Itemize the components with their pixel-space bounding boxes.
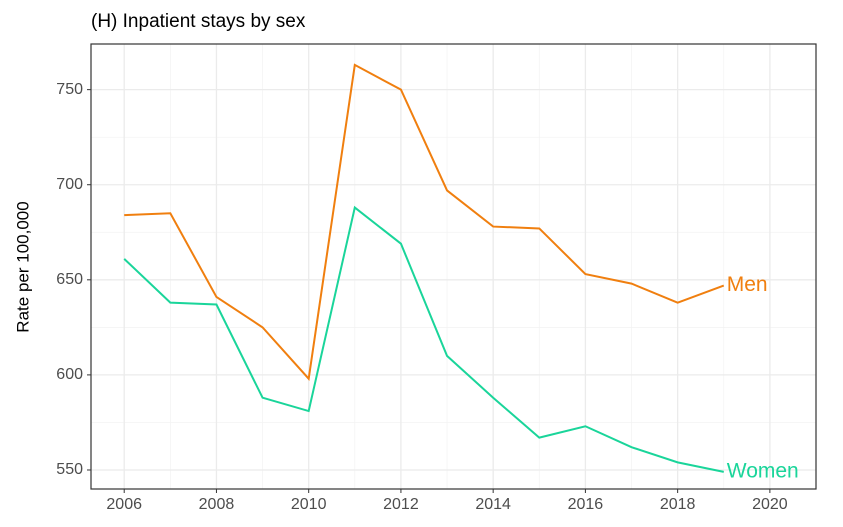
line-series bbox=[124, 63, 725, 381]
x-tick-label: 2016 bbox=[568, 496, 604, 513]
x-tick-label: 2012 bbox=[383, 496, 419, 513]
x-tick-label: 2010 bbox=[291, 496, 327, 513]
x-tick-label: 2006 bbox=[106, 496, 142, 513]
y-axis-label: Rate per 100,000 bbox=[13, 201, 32, 332]
chart-title: (H) Inpatient stays by sex bbox=[91, 11, 306, 32]
series-label: Men bbox=[727, 273, 768, 296]
x-tick-label: 2018 bbox=[660, 496, 696, 513]
x-tick-label: 2008 bbox=[199, 496, 235, 513]
y-tick-label: 600 bbox=[56, 366, 83, 383]
x-tick-label: 2014 bbox=[475, 496, 511, 513]
y-tick-label: 700 bbox=[56, 176, 83, 193]
y-tick-label: 550 bbox=[56, 461, 83, 478]
y-tick-label: 650 bbox=[56, 271, 83, 288]
line-series bbox=[123, 205, 724, 473]
y-tick-label: 750 bbox=[56, 81, 83, 98]
series-label: Women bbox=[727, 459, 799, 482]
x-tick-label: 2020 bbox=[752, 496, 788, 513]
panel-border bbox=[90, 43, 817, 490]
